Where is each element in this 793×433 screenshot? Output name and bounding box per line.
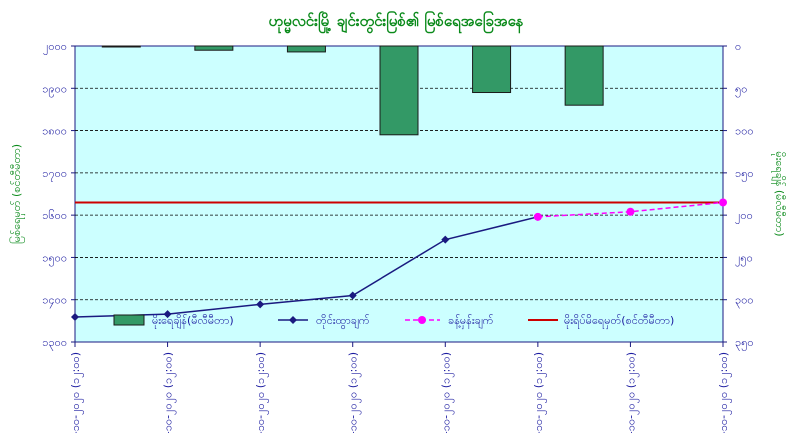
legend-marker-forecast xyxy=(418,316,426,324)
rain-bar xyxy=(194,45,234,51)
legend-label-observed: တိုင်းထွာချက် xyxy=(316,314,370,329)
rain-bar xyxy=(101,45,141,48)
forecast-point xyxy=(719,198,727,207)
x-tick-label: ၂၂-၁၀-၂၀၂၀ (၁၂:၀၀) xyxy=(347,352,362,433)
forecast-point xyxy=(533,212,542,221)
forecast-point xyxy=(626,207,635,216)
y-right-tick-label: ၁၀၀ xyxy=(735,125,754,138)
x-tick-label: ၂၀-၁၀-၂၀၂၀ (၁၂:၀၀) xyxy=(162,352,177,433)
y-left-tick-label: ၁၉၀၀ xyxy=(42,82,67,97)
y-left-tick-label: ၁၇၀၀ xyxy=(42,167,67,182)
y-left-tick-label: ၂၀၀၀ xyxy=(43,40,67,55)
observed-point xyxy=(163,310,172,319)
legend-swatch-rain xyxy=(113,314,145,326)
chart-title: ဟုမ္မလင်းမြို့ ချင်းတွင်းမြစ်၏ မြစ်ရေအခြ… xyxy=(269,10,524,34)
rain-bar xyxy=(564,45,604,106)
rain-bar xyxy=(286,45,326,53)
legend-label-danger: မိုးရိပ်မိရေမှတ်(စင်တီမီတာ) xyxy=(564,314,674,329)
y-right-tick-label: ၃၀၀ xyxy=(735,294,754,309)
legend-label-forecast: ခန့်မှန်းချက် xyxy=(448,314,494,329)
observed-point xyxy=(441,235,450,244)
observed-line xyxy=(74,216,539,318)
y-left-tick-label: ၁၆၀၀ xyxy=(42,209,67,222)
y-right-axis-label: မိုးရေချိန် (မီလီမီတာ) xyxy=(771,151,786,236)
observed-point xyxy=(71,313,79,322)
rain-bar xyxy=(472,45,512,94)
observed-point xyxy=(348,291,357,300)
y-left-tick-label: ၁၅၀၀ xyxy=(42,251,67,266)
y-right-tick-label: ၂၅၀ xyxy=(735,251,753,266)
y-left-tick-label: ၁၃၀၀ xyxy=(42,336,67,351)
y-right-tick-label: ၂၀၀ xyxy=(735,209,753,224)
legend-label-rain: မိုးရေချိန်(မီလီမီတာ) xyxy=(152,314,234,329)
x-tick-label: ၂၁-၁၀-၂၀၂၀ (၁၂:၀၀) xyxy=(254,352,269,433)
rain-bar xyxy=(379,45,419,136)
y-right-tick-label: ၀ xyxy=(735,40,741,53)
y-left-tick-label: ၁၈၀၀ xyxy=(42,125,67,138)
x-tick-label: ၂၅-၁၀-၂၀၂၀ (၁၂:၀၀) xyxy=(624,352,639,433)
y-right-tick-label: ၁၅၀ xyxy=(735,167,754,182)
x-tick-label: ၂၃-၁၀-၂၀၂၀ (၁၂:၀၀) xyxy=(439,352,454,433)
x-tick-label: ၁၉-၁၀-၂၀၂၀ (၁၂:၀၀) xyxy=(69,352,84,433)
x-tick-label: ၂၄-၁၀-၂၀၂၀ (၁၂:၀၀) xyxy=(532,352,547,433)
x-tick-label: ၂၆-၁၀-၂၀၂၀ (၁၂:၀၀) xyxy=(717,352,732,433)
observed-point xyxy=(256,300,265,309)
y-right-tick-label: ၅၀ xyxy=(735,82,747,97)
y-left-axis-label: မြစ်ရေမှတ် (စင်တီမီတာ) xyxy=(9,144,25,244)
y-left-tick-label: ၁၄၀၀ xyxy=(42,294,67,309)
y-right-tick-label: ၃၅၀ xyxy=(735,336,754,351)
legend-marker-observed xyxy=(289,316,297,324)
